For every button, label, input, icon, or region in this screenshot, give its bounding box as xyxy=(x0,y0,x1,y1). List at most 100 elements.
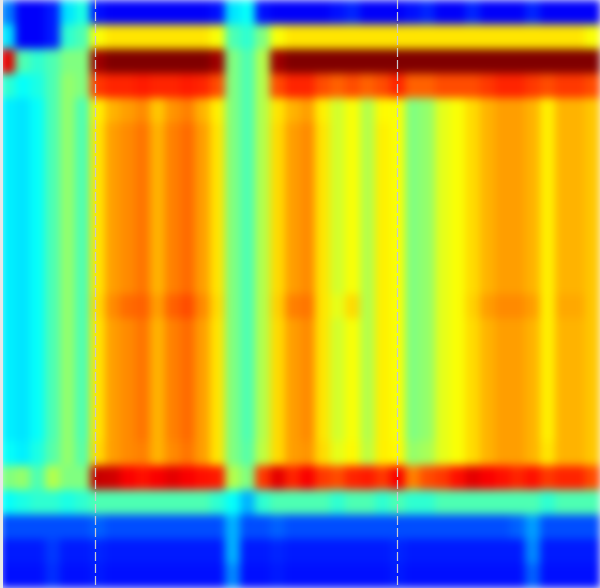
heat-cell xyxy=(555,564,571,588)
heat-cell xyxy=(15,392,31,417)
heat-cell xyxy=(180,564,196,588)
heat-cell xyxy=(450,74,466,99)
heat-cell xyxy=(60,147,76,172)
heat-cell xyxy=(450,245,466,270)
heat-cell xyxy=(300,0,316,25)
heat-cell xyxy=(315,392,331,417)
heat-cell xyxy=(165,172,181,197)
heat-cell xyxy=(255,564,271,588)
heat-cell xyxy=(495,368,511,393)
heat-cell xyxy=(15,147,31,172)
heat-cell xyxy=(150,123,166,148)
heat-cell xyxy=(495,441,511,466)
heat-cell xyxy=(285,25,301,50)
heat-cell xyxy=(435,123,451,148)
heat-cell xyxy=(45,245,61,270)
heat-cell xyxy=(525,245,541,270)
heat-cell xyxy=(510,245,526,270)
heat-cell xyxy=(150,49,166,74)
heat-cell xyxy=(345,392,361,417)
heat-cell xyxy=(450,343,466,368)
heat-cell xyxy=(420,392,436,417)
heat-cell xyxy=(450,441,466,466)
heat-cell xyxy=(210,368,226,393)
heat-cell xyxy=(135,49,151,74)
heat-cell xyxy=(540,123,556,148)
heat-cell xyxy=(360,74,376,99)
heat-cell xyxy=(150,25,166,50)
heat-cell xyxy=(480,172,496,197)
heat-cell xyxy=(15,294,31,319)
heat-cell xyxy=(180,392,196,417)
heat-cell xyxy=(495,490,511,515)
heat-cell xyxy=(300,270,316,295)
heat-cell xyxy=(195,172,211,197)
heat-cell xyxy=(240,343,256,368)
heat-cell xyxy=(540,172,556,197)
heat-cell xyxy=(375,123,391,148)
heat-cell xyxy=(90,25,106,50)
heat-cell xyxy=(345,417,361,442)
heat-cell xyxy=(480,294,496,319)
heat-cell xyxy=(255,270,271,295)
heat-cell xyxy=(315,515,331,540)
heat-cell xyxy=(405,564,421,588)
heat-cell xyxy=(450,123,466,148)
heat-cell xyxy=(195,539,211,564)
heat-cell xyxy=(285,441,301,466)
heat-cell xyxy=(540,564,556,588)
heat-cell xyxy=(420,539,436,564)
heat-cell xyxy=(330,392,346,417)
heat-cell xyxy=(510,441,526,466)
heat-cell xyxy=(270,0,286,25)
heat-cell xyxy=(315,25,331,50)
heat-cell xyxy=(255,0,271,25)
heat-cell xyxy=(465,392,481,417)
heat-cell xyxy=(525,294,541,319)
heat-cell xyxy=(525,0,541,25)
heat-cell xyxy=(525,147,541,172)
heat-cell xyxy=(510,392,526,417)
heat-cell xyxy=(135,319,151,344)
heat-cell xyxy=(465,270,481,295)
heat-cell xyxy=(525,123,541,148)
heat-cell xyxy=(555,245,571,270)
heat-cell xyxy=(420,172,436,197)
heat-cell xyxy=(375,245,391,270)
edge xyxy=(0,0,3,588)
heat-cell xyxy=(105,221,121,246)
heat-cell xyxy=(540,245,556,270)
heat-cell xyxy=(120,515,136,540)
heat-cell xyxy=(240,392,256,417)
heat-cell xyxy=(240,245,256,270)
heat-cell xyxy=(585,539,600,564)
heat-cell xyxy=(240,98,256,123)
heat-cell xyxy=(45,319,61,344)
heat-cell xyxy=(135,196,151,221)
heat-cell xyxy=(465,0,481,25)
heat-cell xyxy=(315,466,331,491)
heat-cell xyxy=(15,221,31,246)
heat-cell xyxy=(555,441,571,466)
heat-cell xyxy=(135,25,151,50)
heat-cell xyxy=(450,98,466,123)
heat-cell xyxy=(165,515,181,540)
heat-cell xyxy=(510,515,526,540)
heat-cell xyxy=(30,539,46,564)
heat-cell xyxy=(270,49,286,74)
heat-cell xyxy=(165,147,181,172)
heat-cell xyxy=(240,515,256,540)
heat-cell xyxy=(570,490,586,515)
heat-cell xyxy=(405,221,421,246)
heat-cell xyxy=(15,343,31,368)
heat-cell xyxy=(75,392,91,417)
heat-cell xyxy=(30,343,46,368)
heat-cell xyxy=(585,343,600,368)
heat-cell xyxy=(210,98,226,123)
heat-cell xyxy=(120,490,136,515)
heat-cell xyxy=(120,294,136,319)
heat-cell xyxy=(255,221,271,246)
heat-cell xyxy=(570,245,586,270)
heat-cell xyxy=(315,539,331,564)
heat-cell xyxy=(585,270,600,295)
